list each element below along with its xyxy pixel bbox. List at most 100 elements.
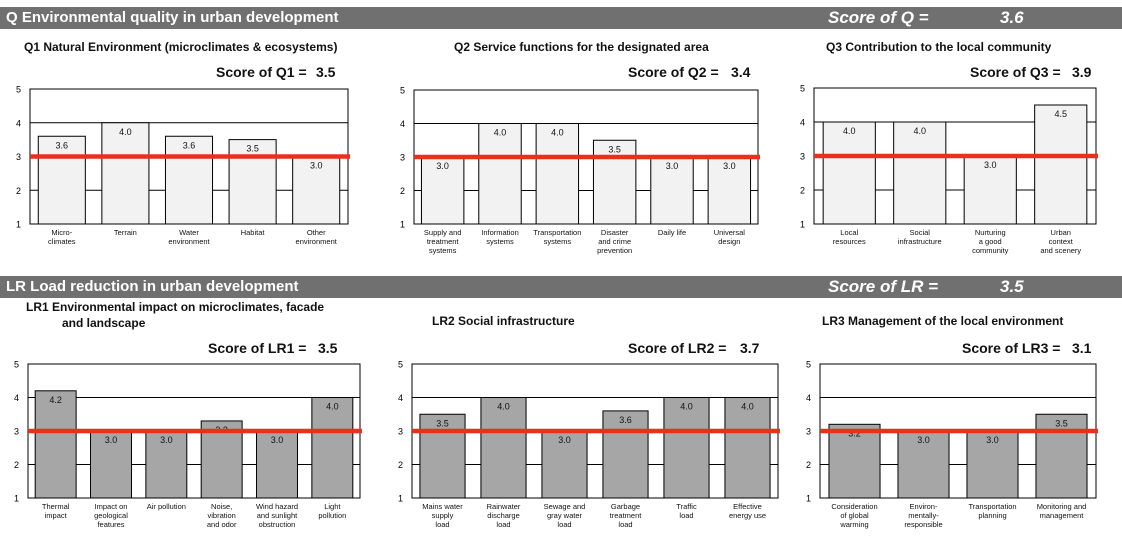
category-label-0-line-0: Mains water — [422, 502, 463, 511]
category-label-4-line-2: obstruction — [259, 520, 296, 529]
category-label-3-line-0: Garbage — [611, 502, 640, 511]
y-tick-label-5: 5 — [14, 360, 19, 370]
section-q-header: Q Environmental quality in urban develop… — [0, 7, 1122, 29]
panel-q3-score-value: 3.9 — [1072, 64, 1092, 80]
bar-2 — [145, 430, 188, 499]
category-label-3-line-1: context — [1049, 237, 1074, 246]
y-tick-label-5: 5 — [806, 360, 811, 370]
category-label-1-line-0: Terrain — [114, 228, 137, 237]
y-tick-label-2: 2 — [800, 186, 805, 196]
bar-0 — [34, 390, 77, 499]
section-q-score-value: 3.6 — [1000, 8, 1024, 27]
bar-2 — [541, 430, 588, 499]
data-label-3: 3.5 — [246, 144, 259, 154]
section-lr-score-value: 3.5 — [1000, 277, 1024, 296]
category-label-3-line-2: prevention — [597, 246, 632, 255]
y-tick-label-1: 1 — [800, 220, 805, 230]
category-label-0-line-2: warming — [839, 520, 868, 529]
data-label-4: 4.0 — [680, 402, 693, 412]
category-label-1-line-2: features — [97, 520, 124, 529]
category-label-0-line-1: treatment — [427, 237, 460, 246]
bar-3 — [200, 420, 243, 499]
y-tick-label-3: 3 — [16, 152, 21, 162]
data-label-4: 3.0 — [666, 161, 679, 171]
bar-4 — [650, 156, 694, 225]
data-label-1: 4.0 — [497, 402, 510, 412]
data-label-3: 4.5 — [1054, 109, 1067, 119]
category-label-5-line-1: design — [718, 237, 740, 246]
bar-0 — [419, 413, 466, 499]
bar-3 — [228, 139, 277, 225]
y-tick-label-3: 3 — [400, 153, 405, 163]
category-label-3-line-0: Urban — [1051, 228, 1071, 237]
bar-4 — [256, 430, 298, 499]
category-label-0-line-2: load — [435, 520, 449, 529]
bar-0 — [37, 135, 86, 225]
category-label-2-line-1: systems — [544, 237, 572, 246]
bar-4 — [663, 397, 710, 499]
panel-q2-score-value: 3.4 — [731, 64, 751, 80]
category-label-0-line-1: climates — [48, 237, 76, 246]
y-tick-label-2: 2 — [16, 186, 21, 196]
category-label-1-line-2: responsible — [904, 520, 942, 529]
y-tick-label-4: 4 — [16, 118, 21, 128]
category-label-2-line-1: a good — [979, 237, 1002, 246]
category-label-2-line-1: planning — [978, 511, 1006, 520]
panel-lr2-title: LR2 Social infrastructure — [432, 314, 575, 328]
category-label-3-line-1: management — [1040, 511, 1085, 520]
category-label-3-line-0: Noise, — [211, 502, 232, 511]
panel-lr1-score-label: Score of LR1 = — [208, 340, 307, 356]
data-label-4: 3.0 — [310, 161, 323, 171]
panel-q2-score-label: Score of Q2 = — [628, 64, 719, 80]
bar-3 — [1034, 104, 1088, 225]
bar-4 — [292, 156, 341, 225]
data-label-5: 4.0 — [741, 402, 754, 412]
category-label-1-line-0: Environ- — [910, 502, 938, 511]
category-label-3-line-1: and crime — [598, 237, 631, 246]
panel-q2-title: Q2 Service functions for the designated … — [454, 40, 709, 54]
category-label-3-line-2: load — [618, 520, 632, 529]
y-tick-label-5: 5 — [398, 360, 403, 370]
data-label-2: 3.0 — [986, 435, 999, 445]
category-label-4-line-1: and sunlight — [257, 511, 298, 520]
section-lr-title: LR Load reduction in urban development — [6, 278, 299, 295]
panel-q1-score-value: 3.5 — [316, 64, 336, 80]
y-tick-label-3: 3 — [14, 427, 19, 437]
category-label-3-line-2: and scenery — [1040, 246, 1081, 255]
section-lr-score-label: Score of LR = — [828, 277, 939, 296]
category-label-1-line-2: load — [496, 520, 510, 529]
category-label-5-line-0: Effective — [733, 502, 762, 511]
bar-2 — [164, 135, 214, 225]
category-label-2-line-0: Water — [179, 228, 199, 237]
data-label-2: 3.0 — [984, 160, 997, 170]
data-label-1: 3.0 — [105, 435, 118, 445]
category-label-0-line-0: Supply and — [424, 228, 462, 237]
data-label-0: 4.2 — [49, 395, 62, 405]
category-label-3-line-1: treatment — [610, 511, 643, 520]
category-label-1-line-0: Social — [910, 228, 931, 237]
y-tick-label-5: 5 — [400, 86, 405, 96]
data-label-1: 4.0 — [494, 128, 507, 138]
category-label-2-line-0: Air pollution — [147, 502, 186, 511]
bar-1 — [90, 430, 132, 499]
data-label-4: 3.0 — [271, 435, 284, 445]
panel-lr3-score-label: Score of LR3 = — [962, 340, 1061, 356]
category-label-5-line-1: pollution — [318, 511, 346, 520]
panel-q1-score-label: Score of Q1 = — [216, 64, 307, 80]
category-label-5-line-0: Universal — [714, 228, 746, 237]
category-label-1-line-1: infrastructure — [898, 237, 942, 246]
panel-lr1-title-line-1: LR1 Environmental impact on microclimate… — [26, 300, 325, 314]
bar-1 — [478, 123, 522, 225]
data-label-0: 3.6 — [56, 140, 69, 150]
data-label-0: 3.5 — [436, 418, 449, 428]
data-label-1: 4.0 — [913, 126, 926, 136]
y-tick-label-4: 4 — [806, 393, 811, 403]
y-tick-label-4: 4 — [14, 393, 19, 403]
bar-3 — [602, 410, 649, 499]
y-tick-label-3: 3 — [800, 152, 805, 162]
category-label-0-line-1: impact — [45, 511, 68, 520]
bar-2 — [535, 123, 580, 225]
data-label-1: 4.0 — [119, 127, 132, 137]
data-label-1: 3.0 — [917, 435, 930, 445]
y-tick-label-2: 2 — [806, 460, 811, 470]
